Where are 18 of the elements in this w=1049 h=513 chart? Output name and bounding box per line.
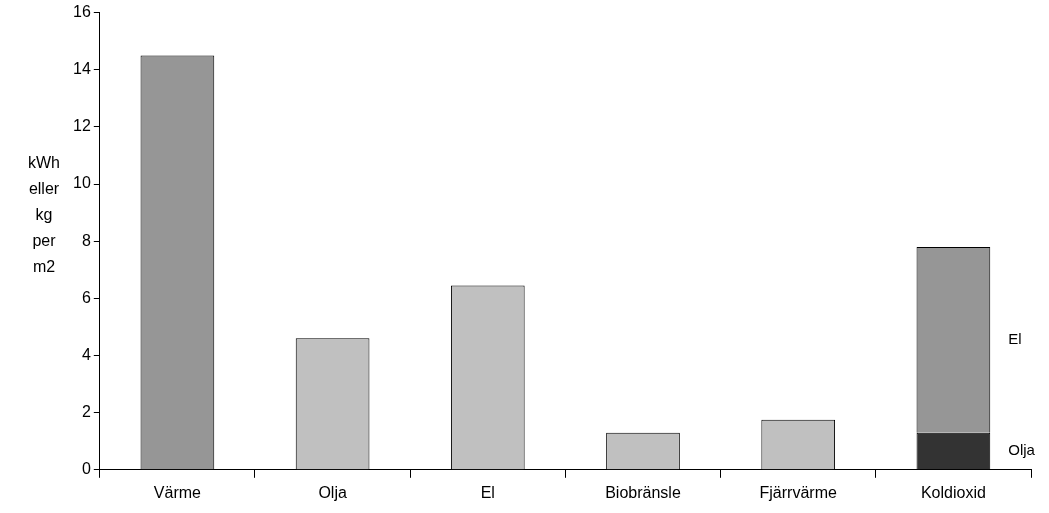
x-tick-label: El — [480, 483, 495, 501]
x-tick-label: Biobränsle — [605, 483, 681, 501]
x-tick-label: Fjärrvärme — [759, 483, 837, 501]
x-tick-label: Värme — [153, 483, 202, 501]
y-tick-label: 2 — [81, 403, 91, 421]
y-tick-label: 12 — [73, 117, 91, 135]
y-tick-label: 8 — [81, 231, 91, 249]
y-tick-label: 10 — [73, 174, 91, 192]
y-tick-label: 14 — [73, 60, 91, 78]
y-tick-label: 4 — [81, 345, 91, 363]
y-tick-label: 16 — [73, 3, 91, 21]
x-tick-label: Olja — [318, 483, 347, 501]
series-label: Olja — [1008, 441, 1036, 459]
y-tick-label: 6 — [81, 288, 91, 306]
series-label: El — [1008, 329, 1022, 347]
x-tick-label: Koldioxid — [920, 483, 986, 501]
y-axis-title: kWh eller kg per m2 — [27, 153, 61, 277]
y-tick-label: 0 — [81, 460, 91, 478]
